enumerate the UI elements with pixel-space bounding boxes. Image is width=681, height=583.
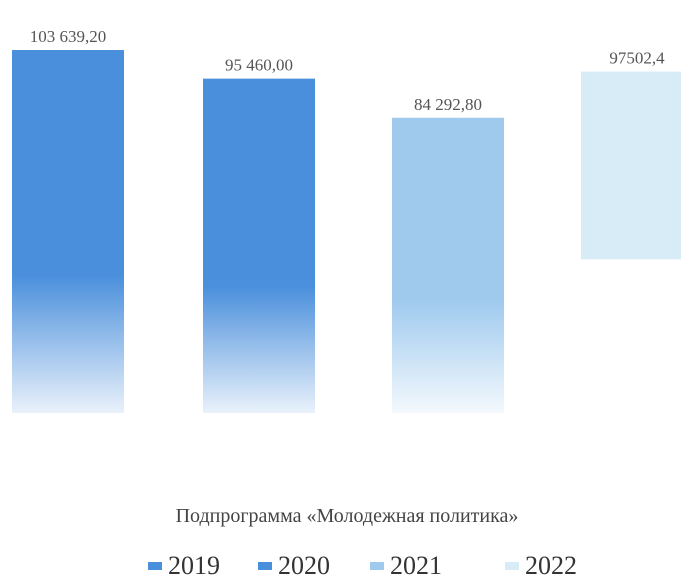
data-label-2021: 84 292,80 bbox=[414, 95, 482, 114]
legend-label-2019: 2019 bbox=[168, 551, 220, 580]
legend-swatch-2019 bbox=[148, 562, 162, 570]
legend-swatch-2021 bbox=[370, 562, 384, 570]
legend-label-2020: 2020 bbox=[278, 551, 330, 580]
bar-2021 bbox=[392, 117, 504, 413]
data-label-2019: 103 639,20 bbox=[30, 27, 107, 46]
category-label: Подпрограмма «Молодежная политика» bbox=[176, 505, 519, 527]
legend-swatch-2020 bbox=[258, 562, 272, 570]
legend-label-2022: 2022 bbox=[525, 551, 577, 580]
data-label-2022: 97502,4 bbox=[609, 48, 665, 67]
legend-label-2021: 2021 bbox=[390, 551, 442, 580]
bars-group bbox=[12, 50, 681, 413]
bar-2020 bbox=[203, 78, 315, 413]
legend: 2019 2020 2021 2022 bbox=[148, 551, 577, 580]
data-label-2020: 95 460,00 bbox=[225, 56, 293, 75]
legend-swatch-2022 bbox=[505, 562, 519, 570]
bar-2022 bbox=[581, 71, 681, 260]
bar-2019 bbox=[12, 50, 124, 413]
data-labels-group: 103 639,20 95 460,00 84 292,80 97502,4 bbox=[30, 27, 665, 114]
